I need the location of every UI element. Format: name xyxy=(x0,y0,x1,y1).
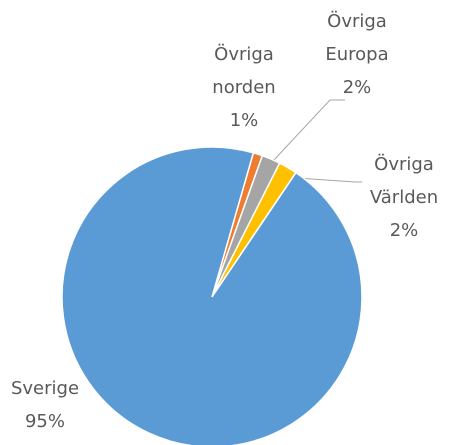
value-label: 95% xyxy=(24,411,65,432)
category-label: Sverige xyxy=(10,378,80,399)
category-label: Övriga Världen xyxy=(369,154,439,208)
value-label: 2% xyxy=(342,77,372,98)
value-label: 1% xyxy=(229,110,259,131)
category-label: Övriga norden xyxy=(212,44,276,98)
leader-line xyxy=(296,177,362,183)
pie-slice xyxy=(61,146,363,445)
value-label: 2% xyxy=(389,220,419,241)
leader-line xyxy=(272,99,345,162)
category-label: Övriga Europa xyxy=(325,11,389,65)
